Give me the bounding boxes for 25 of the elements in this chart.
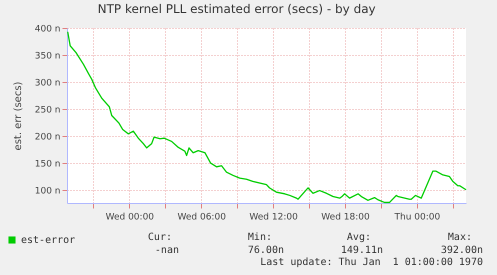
- y-tick-label: 250 n: [34, 106, 60, 116]
- text: 392.00n: [440, 245, 483, 256]
- x-tick-label: Wed 12:00: [249, 212, 298, 222]
- x-tick-label: Wed 18:00: [321, 212, 370, 222]
- y-tick-label: 400 n: [34, 24, 60, 34]
- chart-title: NTP kernel PLL estimated error (secs) - by day: [98, 2, 376, 16]
- text: 149.11n: [340, 245, 383, 256]
- y-axis-title: est. err (secs): [12, 81, 24, 150]
- text: Min:: [248, 232, 272, 243]
- x-tick-label: Thu 00:00: [394, 212, 440, 222]
- legend-label: est-error: [21, 235, 76, 246]
- text: Max:: [448, 232, 472, 243]
- y-tick-label: 200 n: [34, 132, 60, 143]
- line-series: [67, 32, 466, 204]
- text: 76.00n: [248, 245, 284, 256]
- y-tick-label: 350 n: [34, 52, 60, 62]
- x-tick-label: Wed 06:00: [177, 212, 226, 222]
- y-tick-label: 300 n: [34, 78, 60, 89]
- y-tick-label: 100 n: [34, 186, 60, 197]
- text: Avg:: [346, 232, 371, 243]
- text: -nan: [154, 245, 179, 256]
- y-tick-label: 150 n: [34, 160, 60, 170]
- text: Last update: Thu Jan 1 01:00:00 1970: [260, 257, 483, 268]
- text: Cur:: [148, 232, 172, 243]
- x-tick-label: Wed 00:00: [106, 212, 154, 222]
